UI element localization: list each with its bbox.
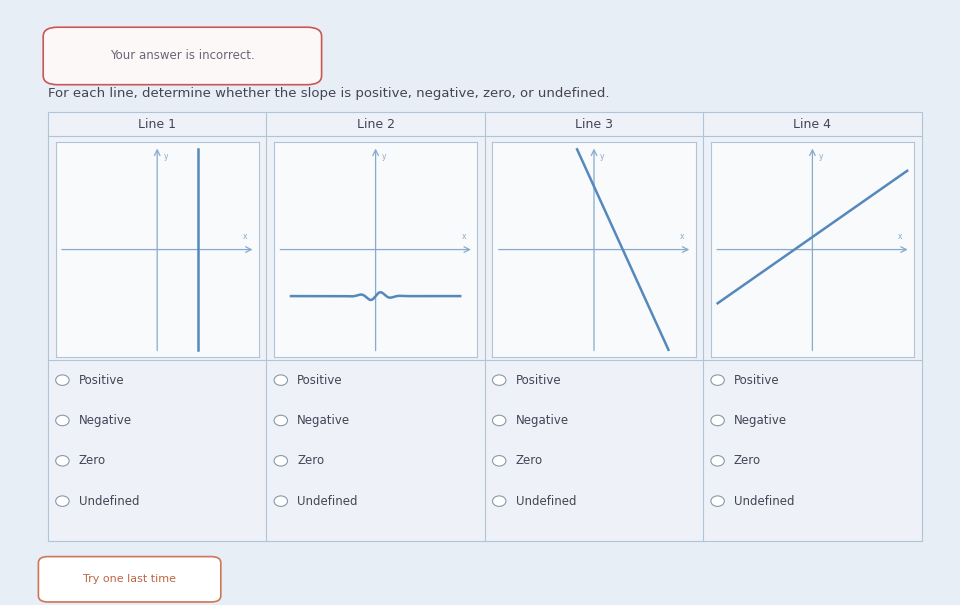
Text: x: x xyxy=(243,232,248,241)
Ellipse shape xyxy=(56,375,69,385)
Text: Try one last time: Try one last time xyxy=(84,574,176,584)
Text: For each line, determine whether the slope is positive, negative, zero, or undef: For each line, determine whether the slo… xyxy=(48,87,610,100)
Text: y: y xyxy=(819,152,823,161)
Text: Line 2: Line 2 xyxy=(356,117,395,131)
Ellipse shape xyxy=(274,456,288,466)
Text: Line 4: Line 4 xyxy=(793,117,831,131)
Ellipse shape xyxy=(492,375,506,385)
Text: Undefined: Undefined xyxy=(79,495,139,508)
Ellipse shape xyxy=(492,496,506,506)
Text: Undefined: Undefined xyxy=(516,495,576,508)
Ellipse shape xyxy=(492,415,506,426)
Text: Positive: Positive xyxy=(298,374,343,387)
Text: Zero: Zero xyxy=(733,454,761,467)
Text: Your answer is incorrect.: Your answer is incorrect. xyxy=(110,49,254,62)
Ellipse shape xyxy=(56,415,69,426)
Text: Undefined: Undefined xyxy=(733,495,795,508)
Text: y: y xyxy=(600,152,605,161)
Ellipse shape xyxy=(710,375,724,385)
Ellipse shape xyxy=(56,456,69,466)
Ellipse shape xyxy=(492,456,506,466)
Text: Negative: Negative xyxy=(516,414,568,427)
Ellipse shape xyxy=(274,415,288,426)
Text: Line 1: Line 1 xyxy=(138,117,177,131)
Text: x: x xyxy=(680,232,684,241)
Text: Undefined: Undefined xyxy=(298,495,358,508)
Text: Positive: Positive xyxy=(516,374,562,387)
Text: Positive: Positive xyxy=(79,374,125,387)
Text: Zero: Zero xyxy=(298,454,324,467)
Text: x: x xyxy=(899,232,902,241)
Ellipse shape xyxy=(710,456,724,466)
Text: x: x xyxy=(462,232,466,241)
Text: Negative: Negative xyxy=(79,414,132,427)
Text: Negative: Negative xyxy=(733,414,787,427)
FancyBboxPatch shape xyxy=(38,557,221,602)
Ellipse shape xyxy=(710,496,724,506)
Ellipse shape xyxy=(710,415,724,426)
Text: Positive: Positive xyxy=(733,374,780,387)
Text: y: y xyxy=(163,152,168,161)
Text: Zero: Zero xyxy=(516,454,542,467)
Text: Negative: Negative xyxy=(298,414,350,427)
Text: Zero: Zero xyxy=(79,454,106,467)
Text: Line 3: Line 3 xyxy=(575,117,613,131)
Ellipse shape xyxy=(274,375,288,385)
Ellipse shape xyxy=(274,496,288,506)
FancyBboxPatch shape xyxy=(43,27,322,85)
Ellipse shape xyxy=(56,496,69,506)
Text: y: y xyxy=(382,152,386,161)
FancyBboxPatch shape xyxy=(48,112,922,541)
